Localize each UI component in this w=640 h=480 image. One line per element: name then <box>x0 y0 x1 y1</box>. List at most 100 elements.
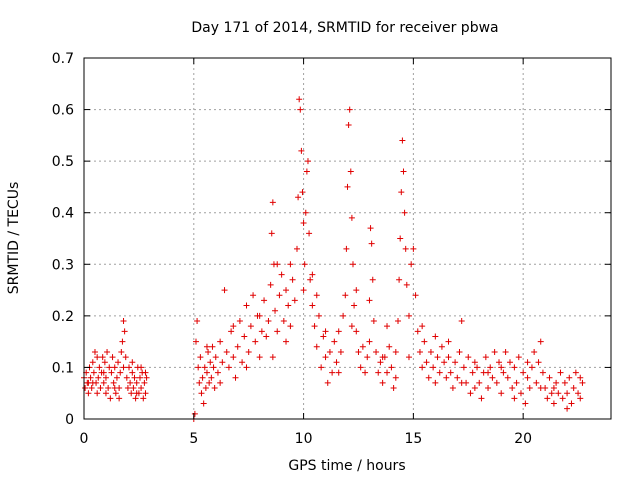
data-point <box>351 302 358 309</box>
data-point <box>295 194 302 201</box>
data-point <box>194 318 201 325</box>
data-point <box>138 385 145 392</box>
y-tick-label: 0.6 <box>52 103 74 119</box>
data-point <box>203 369 210 376</box>
data-point <box>432 333 439 340</box>
data-point <box>546 374 553 381</box>
data-point <box>217 338 224 345</box>
data-point <box>108 369 115 376</box>
data-point <box>307 276 314 283</box>
plot-frame <box>83 57 612 420</box>
data-point <box>142 390 149 397</box>
data-point <box>122 354 129 361</box>
data-point <box>120 364 127 371</box>
data-point <box>355 348 362 355</box>
data-point <box>207 359 214 366</box>
data-point <box>287 261 294 268</box>
data-point <box>362 369 369 376</box>
data-point <box>517 390 524 397</box>
data-point <box>313 343 320 350</box>
data-point <box>342 292 349 299</box>
data-point <box>110 379 117 386</box>
data-point <box>293 245 300 252</box>
data-point <box>102 374 109 381</box>
data-point <box>412 292 419 299</box>
data-point <box>198 390 205 397</box>
data-point <box>379 379 386 386</box>
data-point <box>402 245 409 252</box>
data-point <box>326 348 333 355</box>
data-point <box>90 369 97 376</box>
data-point <box>230 354 237 361</box>
data-point <box>496 359 503 366</box>
data-point <box>531 348 538 355</box>
x-tick-label: 15 <box>404 431 422 447</box>
data-point <box>423 359 430 366</box>
data-point <box>309 302 316 309</box>
data-point <box>559 395 566 402</box>
data-point <box>91 348 98 355</box>
data-point <box>274 261 281 268</box>
data-point <box>223 348 230 355</box>
data-point <box>130 385 137 392</box>
data-point <box>287 323 294 330</box>
data-point <box>241 333 248 340</box>
axis-ticks: 0 0.1 0.2 0.3 0.4 0.5 0.6 0.7 0 5 10 15 20 <box>52 51 611 447</box>
data-point <box>344 183 351 190</box>
data-point <box>467 390 474 397</box>
data-point <box>489 374 496 381</box>
data-point <box>498 390 505 397</box>
data-point <box>491 348 498 355</box>
data-point <box>304 158 311 165</box>
data-point <box>256 354 263 361</box>
data-point <box>225 364 232 371</box>
data-point <box>250 292 257 299</box>
data-point <box>85 390 92 397</box>
data-point <box>318 364 325 371</box>
data-point <box>561 379 568 386</box>
data-point <box>263 333 270 340</box>
data-point <box>236 318 243 325</box>
data-point <box>303 168 310 175</box>
data-point <box>348 214 355 221</box>
data-point <box>441 359 448 366</box>
data-point <box>112 390 119 397</box>
data-point <box>97 385 104 392</box>
data-point <box>105 385 112 392</box>
data-point <box>502 348 509 355</box>
data-point <box>346 106 353 113</box>
data-point <box>119 338 126 345</box>
data-point <box>410 245 417 252</box>
data-point <box>296 96 303 103</box>
data-point <box>353 328 360 335</box>
data-point <box>124 385 131 392</box>
data-point <box>247 323 254 330</box>
y-tick-label: 0.4 <box>52 206 74 222</box>
data-point <box>268 230 275 237</box>
data-point <box>306 230 313 237</box>
data-point <box>302 209 309 216</box>
data-point <box>469 369 476 376</box>
data-point <box>357 364 364 371</box>
data-point <box>535 359 542 366</box>
data-point <box>100 379 107 386</box>
data-point <box>100 369 107 376</box>
data-point <box>458 318 465 325</box>
data-point <box>522 400 529 407</box>
data-point <box>324 379 331 386</box>
data-point <box>199 374 206 381</box>
data-point <box>454 374 461 381</box>
data-point <box>485 369 492 376</box>
data-point <box>392 348 399 355</box>
data-point <box>436 369 443 376</box>
data-point <box>421 338 428 345</box>
data-point <box>142 369 149 376</box>
data-point <box>359 343 366 350</box>
data-point <box>566 374 573 381</box>
data-point <box>398 189 405 196</box>
data-point <box>197 354 204 361</box>
data-point <box>280 318 287 325</box>
data-point <box>577 395 584 402</box>
data-point <box>131 374 138 381</box>
